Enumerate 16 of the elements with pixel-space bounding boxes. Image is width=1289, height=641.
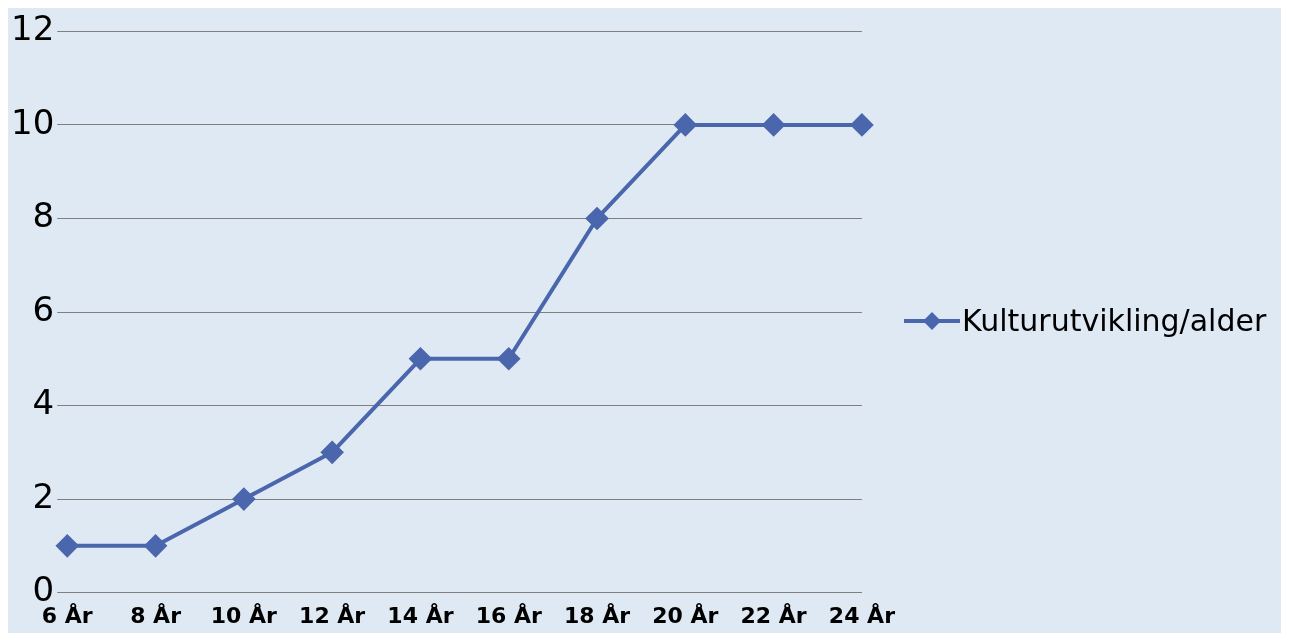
x-tick-label: 8 År [130, 602, 182, 628]
x-tick-label: 14 År [387, 602, 454, 628]
y-tick-label: 10 [11, 101, 55, 142]
x-tick-label: 20 År [652, 602, 719, 628]
y-tick-label: 4 [32, 382, 55, 423]
x-tick-label: 10 År [210, 602, 278, 628]
x-tick-label: 18 År [563, 602, 631, 628]
legend-label: Kulturutvikling/alder [962, 303, 1267, 338]
y-tick-label: 6 [32, 288, 55, 329]
x-tick-label: 24 År [828, 602, 896, 628]
x-tick-label: 22 År [740, 602, 807, 628]
y-tick-label: 2 [32, 475, 55, 516]
x-tick-label: 16 År [475, 602, 542, 628]
y-tick-label: 12 [11, 8, 55, 49]
x-tick-label: 12 År [299, 602, 366, 628]
y-tick-label: 8 [32, 195, 55, 236]
